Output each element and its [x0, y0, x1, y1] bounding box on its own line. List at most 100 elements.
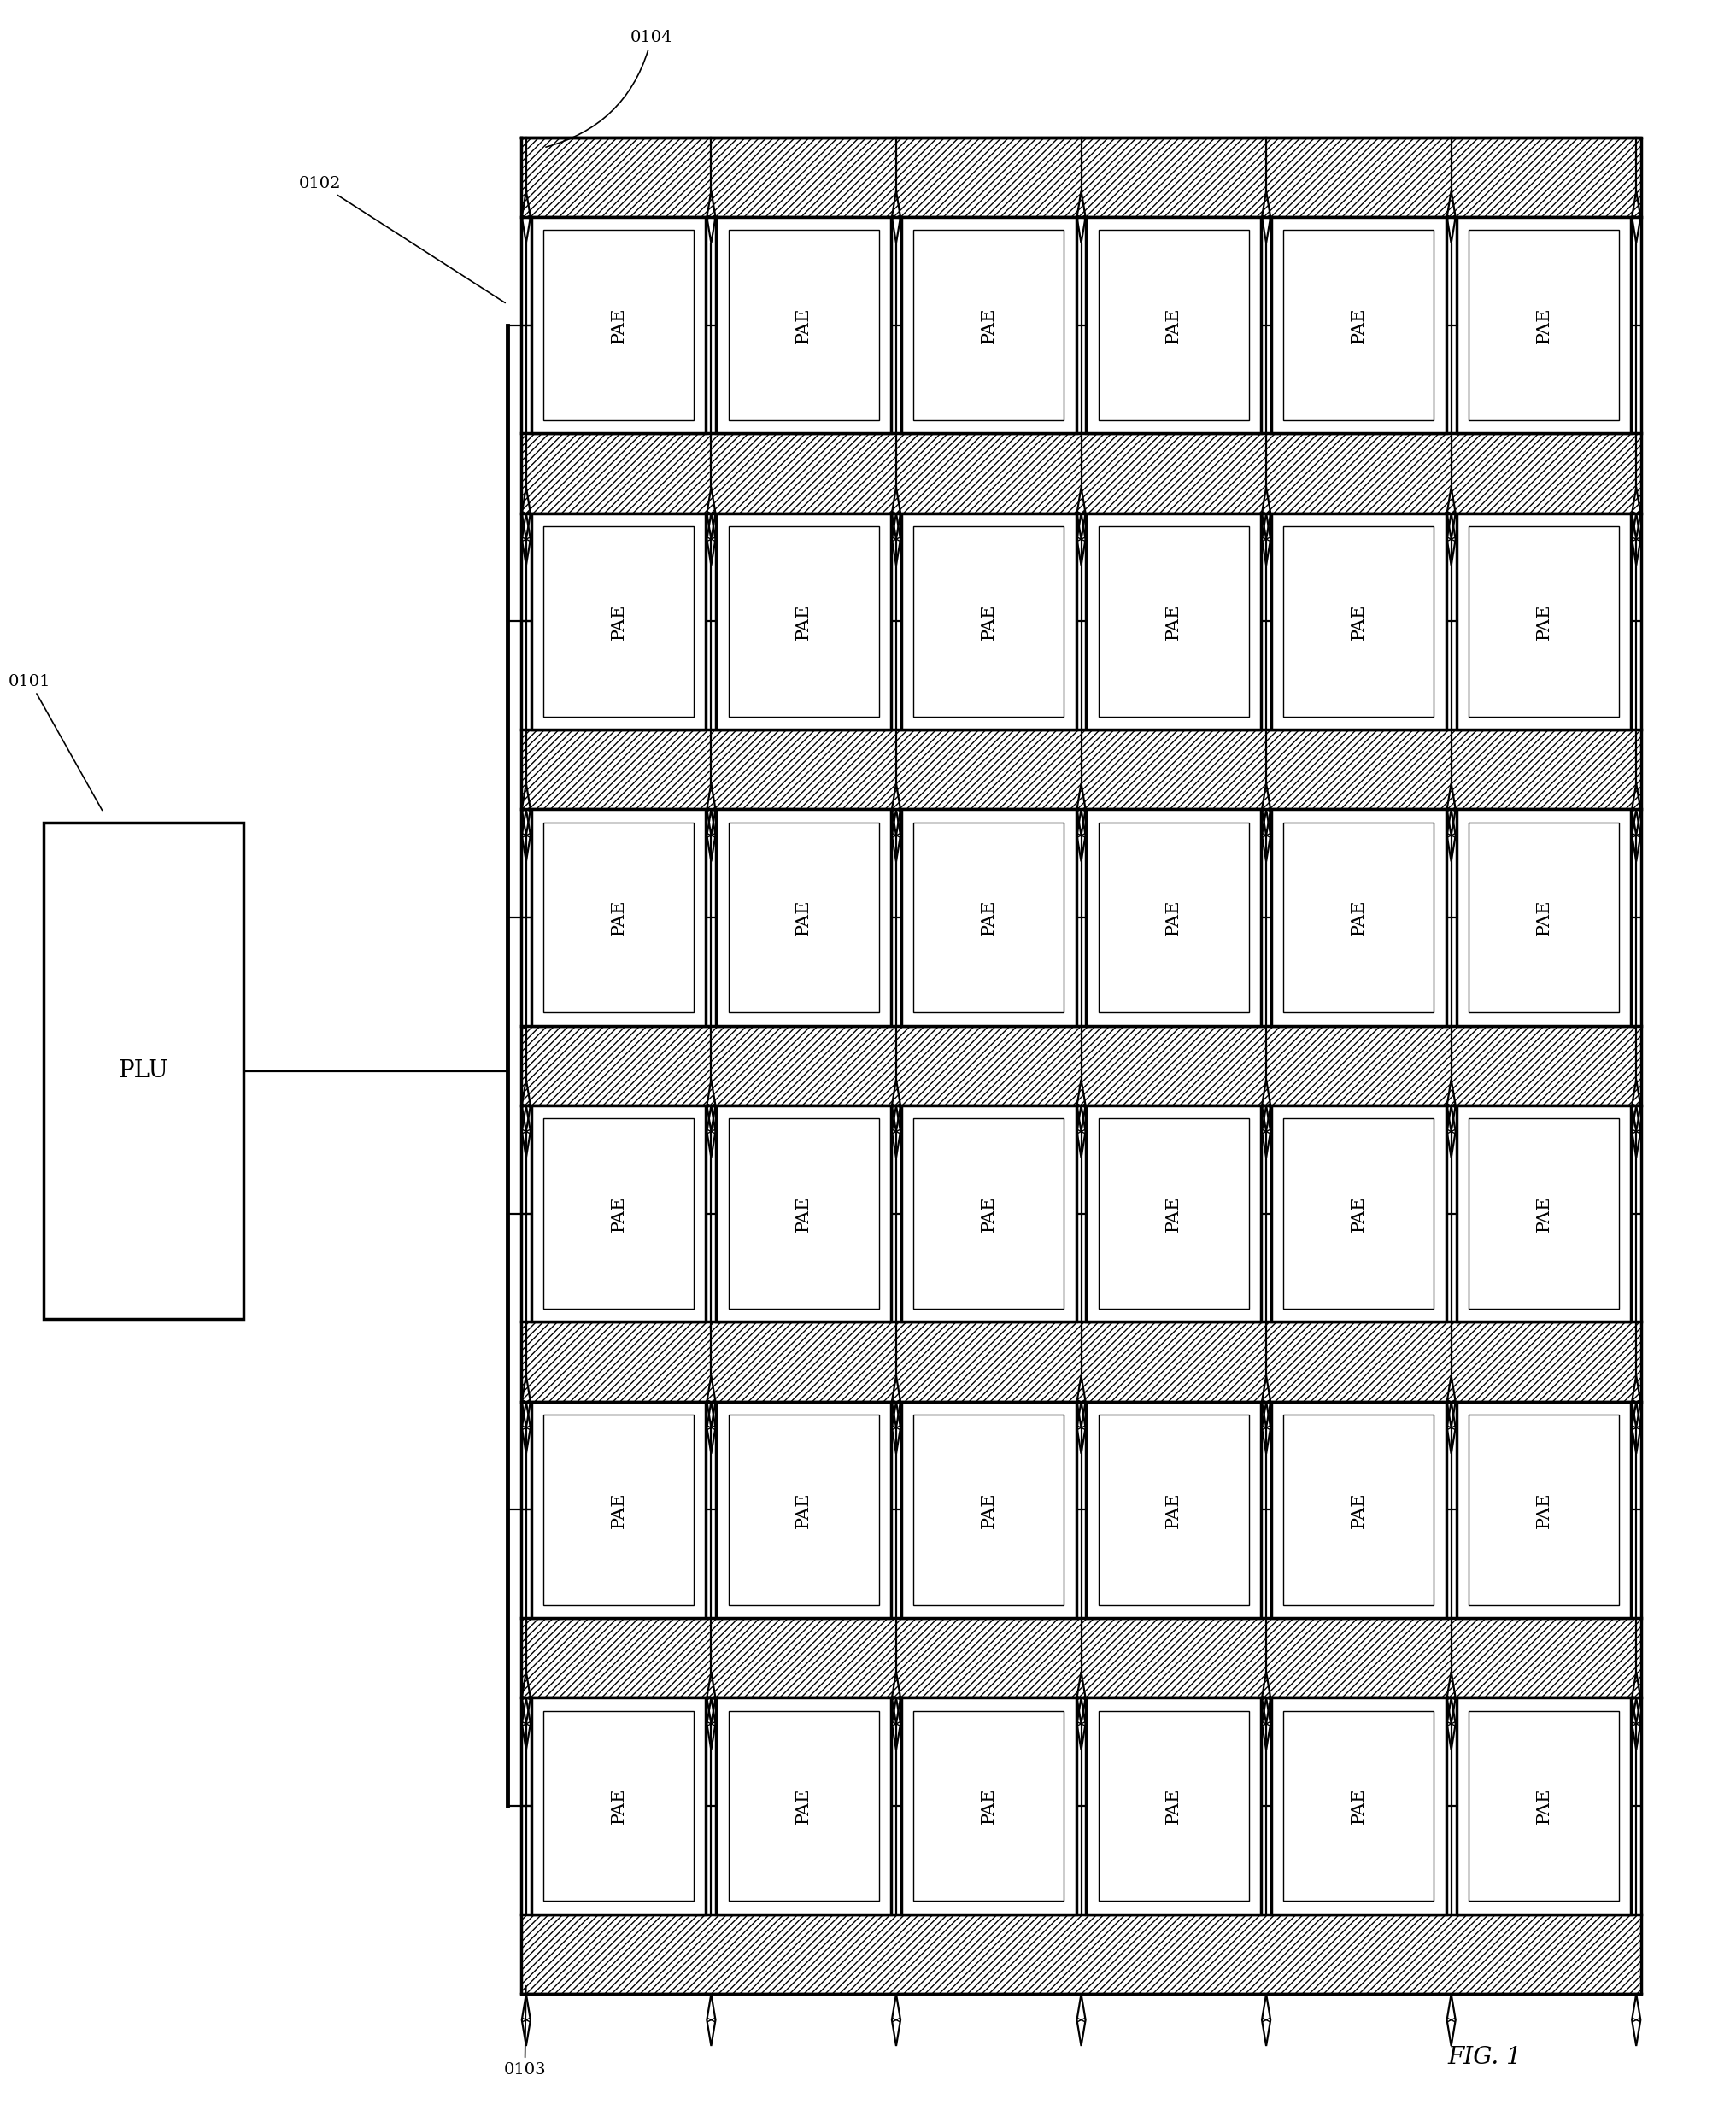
Bar [521, 1321, 1641, 1401]
Bar [891, 810, 901, 1025]
Bar [1446, 513, 1455, 730]
Bar [1455, 1401, 1630, 1618]
Bar [543, 1414, 693, 1606]
Text: PAE: PAE [1351, 1492, 1366, 1528]
Bar [715, 810, 891, 1025]
Bar [891, 1401, 901, 1618]
Text: PAE: PAE [795, 1196, 811, 1232]
Bar [1283, 1414, 1434, 1606]
Bar [901, 1106, 1076, 1321]
Bar [543, 525, 693, 717]
Bar [531, 810, 707, 1025]
Bar [531, 513, 707, 730]
Bar [913, 1711, 1064, 1901]
Bar [1076, 810, 1085, 1025]
Bar [901, 1401, 1076, 1618]
Bar [1446, 1401, 1455, 1618]
Bar [531, 1401, 707, 1618]
Text: 0104: 0104 [545, 30, 672, 148]
Bar [715, 1699, 891, 1914]
Bar [1630, 217, 1641, 433]
Bar [1097, 230, 1248, 420]
Bar [521, 1106, 531, 1321]
Bar [891, 1699, 901, 1914]
Bar [521, 1618, 1641, 1699]
Bar [901, 1401, 1076, 1618]
Text: PAE: PAE [1535, 308, 1550, 344]
Bar [1085, 1401, 1260, 1618]
Bar [1446, 217, 1455, 433]
Bar [1455, 1699, 1630, 1914]
Bar [1076, 1401, 1085, 1618]
Bar [715, 1401, 891, 1618]
Text: PAE: PAE [1165, 899, 1180, 935]
Bar [707, 513, 715, 730]
Bar [1260, 1401, 1271, 1618]
Bar [901, 810, 1076, 1025]
Bar [901, 810, 1076, 1025]
Bar [1283, 525, 1434, 717]
Bar [913, 1118, 1064, 1308]
Bar [727, 823, 878, 1013]
Bar [727, 1711, 878, 1901]
Bar [521, 810, 531, 1025]
Text: 0103: 0103 [503, 1986, 545, 2078]
Bar [1455, 513, 1630, 730]
Bar [1097, 1711, 1248, 1901]
Text: PAE: PAE [1351, 308, 1366, 344]
Text: PAE: PAE [1535, 899, 1550, 935]
Bar [1085, 1106, 1260, 1321]
Bar [531, 810, 707, 1025]
Bar [1085, 513, 1260, 730]
Bar [521, 217, 531, 433]
Bar [1455, 810, 1630, 1025]
Bar [901, 217, 1076, 433]
Text: PAE: PAE [1165, 1492, 1180, 1528]
Bar [1085, 810, 1260, 1025]
Bar [715, 217, 891, 433]
Bar [901, 513, 1076, 730]
Bar [543, 1711, 693, 1901]
Text: PAE: PAE [1535, 1196, 1550, 1232]
Text: PAE: PAE [795, 603, 811, 639]
Bar [1271, 1699, 1446, 1914]
Text: PAE: PAE [1165, 1787, 1180, 1823]
Bar [1271, 217, 1446, 433]
Bar [1097, 525, 1248, 717]
Text: PAE: PAE [1535, 1492, 1550, 1528]
Bar [1085, 1401, 1260, 1618]
Bar [727, 525, 878, 717]
Text: PAE: PAE [611, 1196, 627, 1232]
Bar [1076, 217, 1085, 433]
Bar [1076, 1699, 1085, 1914]
Bar [1085, 217, 1260, 433]
Text: PAE: PAE [611, 603, 627, 639]
Text: PAE: PAE [611, 308, 627, 344]
Bar [715, 513, 891, 730]
Bar [1469, 1118, 1618, 1308]
Bar [1455, 513, 1630, 730]
Bar [521, 513, 531, 730]
Bar [1469, 1414, 1618, 1606]
Text: PAE: PAE [611, 899, 627, 935]
Bar [1455, 810, 1630, 1025]
Bar [1085, 1106, 1260, 1321]
Text: PAE: PAE [1351, 1787, 1366, 1823]
Bar [707, 810, 715, 1025]
Bar [1097, 1414, 1248, 1606]
Bar [521, 1699, 531, 1914]
Bar [521, 433, 1641, 513]
Bar [531, 1699, 707, 1914]
Bar [901, 1699, 1076, 1914]
Text: PAE: PAE [1351, 603, 1366, 639]
Bar [1260, 1699, 1271, 1914]
Bar [43, 823, 243, 1319]
Bar [727, 230, 878, 420]
Bar [1446, 810, 1455, 1025]
Bar [531, 217, 707, 433]
Bar [707, 1106, 715, 1321]
Bar [1085, 513, 1260, 730]
Bar [1085, 1699, 1260, 1914]
Bar [1085, 217, 1260, 433]
Text: PAE: PAE [981, 308, 996, 344]
